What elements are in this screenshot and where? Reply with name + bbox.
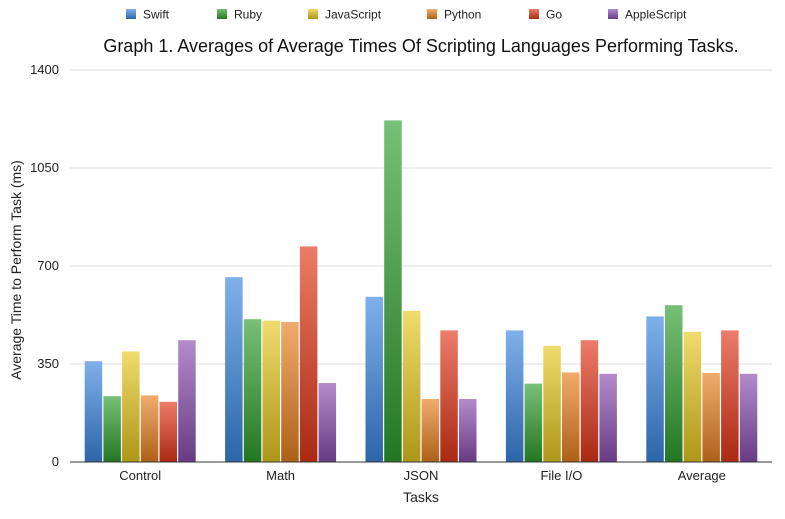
bar-go-math [299,246,318,462]
y-axis-ticks: 0 350 700 1050 1400 [30,62,59,469]
x-tick-label: JSON [404,468,439,483]
y-tick-label: 700 [37,258,59,273]
bar-python-control [140,395,159,462]
x-axis-title: Tasks [403,489,439,505]
legend-label: Ruby [234,8,262,22]
bar-applescript-json [459,399,477,462]
bar-python-math [281,322,299,462]
bar-ruby-file-i-o [524,383,543,462]
bars [84,120,758,463]
legend-label: AppleScript [625,8,687,22]
bar-swift-control [84,361,103,462]
bar-applescript-average [739,373,758,462]
legend-swatch [126,9,136,19]
y-tick-label: 0 [52,454,59,469]
bar-javascript-math [262,320,280,462]
y-tick-label: 1050 [30,160,59,175]
x-tick-label: Math [266,468,295,483]
chart-title: Graph 1. Averages of Average Times Of Sc… [103,36,738,56]
legend-label: Python [444,8,481,22]
bar-python-average [702,372,720,462]
bar-ruby-control [103,396,121,462]
bar-javascript-json [402,310,421,462]
legend: Swift Ruby JavaScript Python Go AppleScript [126,8,687,22]
bar-go-control [159,401,177,462]
legend-label: Swift [143,8,170,22]
y-axis-title: Average Time to Perform Task (ms) [8,160,24,380]
bar-javascript-control [122,351,140,462]
y-tick-label: 1400 [30,62,59,77]
legend-label: Go [546,8,562,22]
legend-label: JavaScript [325,8,382,22]
y-tick-label: 350 [37,356,59,371]
x-axis-ticks: Control Math JSON File I/O Average [119,468,726,483]
bar-ruby-average [665,305,683,462]
bar-go-average [721,330,739,462]
bar-go-json [440,330,458,462]
bar-applescript-file-i-o [599,373,617,462]
x-tick-label: Average [678,468,726,483]
bar-applescript-control [178,340,196,462]
legend-swatch [217,9,227,19]
bar-javascript-average [683,331,702,462]
bar-ruby-json [384,120,402,463]
legend-swatch [529,9,539,19]
bar-swift-file-i-o [505,330,524,462]
bar-python-json [421,399,440,462]
bar-swift-average [646,316,664,462]
legend-swatch [427,9,437,19]
bar-python-file-i-o [562,372,580,462]
bar-swift-math [225,277,243,462]
bar-ruby-math [243,319,262,462]
x-tick-label: File I/O [540,468,582,483]
legend-swatch [608,9,618,19]
bar-javascript-file-i-o [543,345,561,462]
legend-swatch [308,9,318,19]
bar-swift-json [365,296,383,462]
bar-go-file-i-o [580,340,599,462]
x-tick-label: Control [119,468,161,483]
bar-applescript-math [318,383,337,462]
